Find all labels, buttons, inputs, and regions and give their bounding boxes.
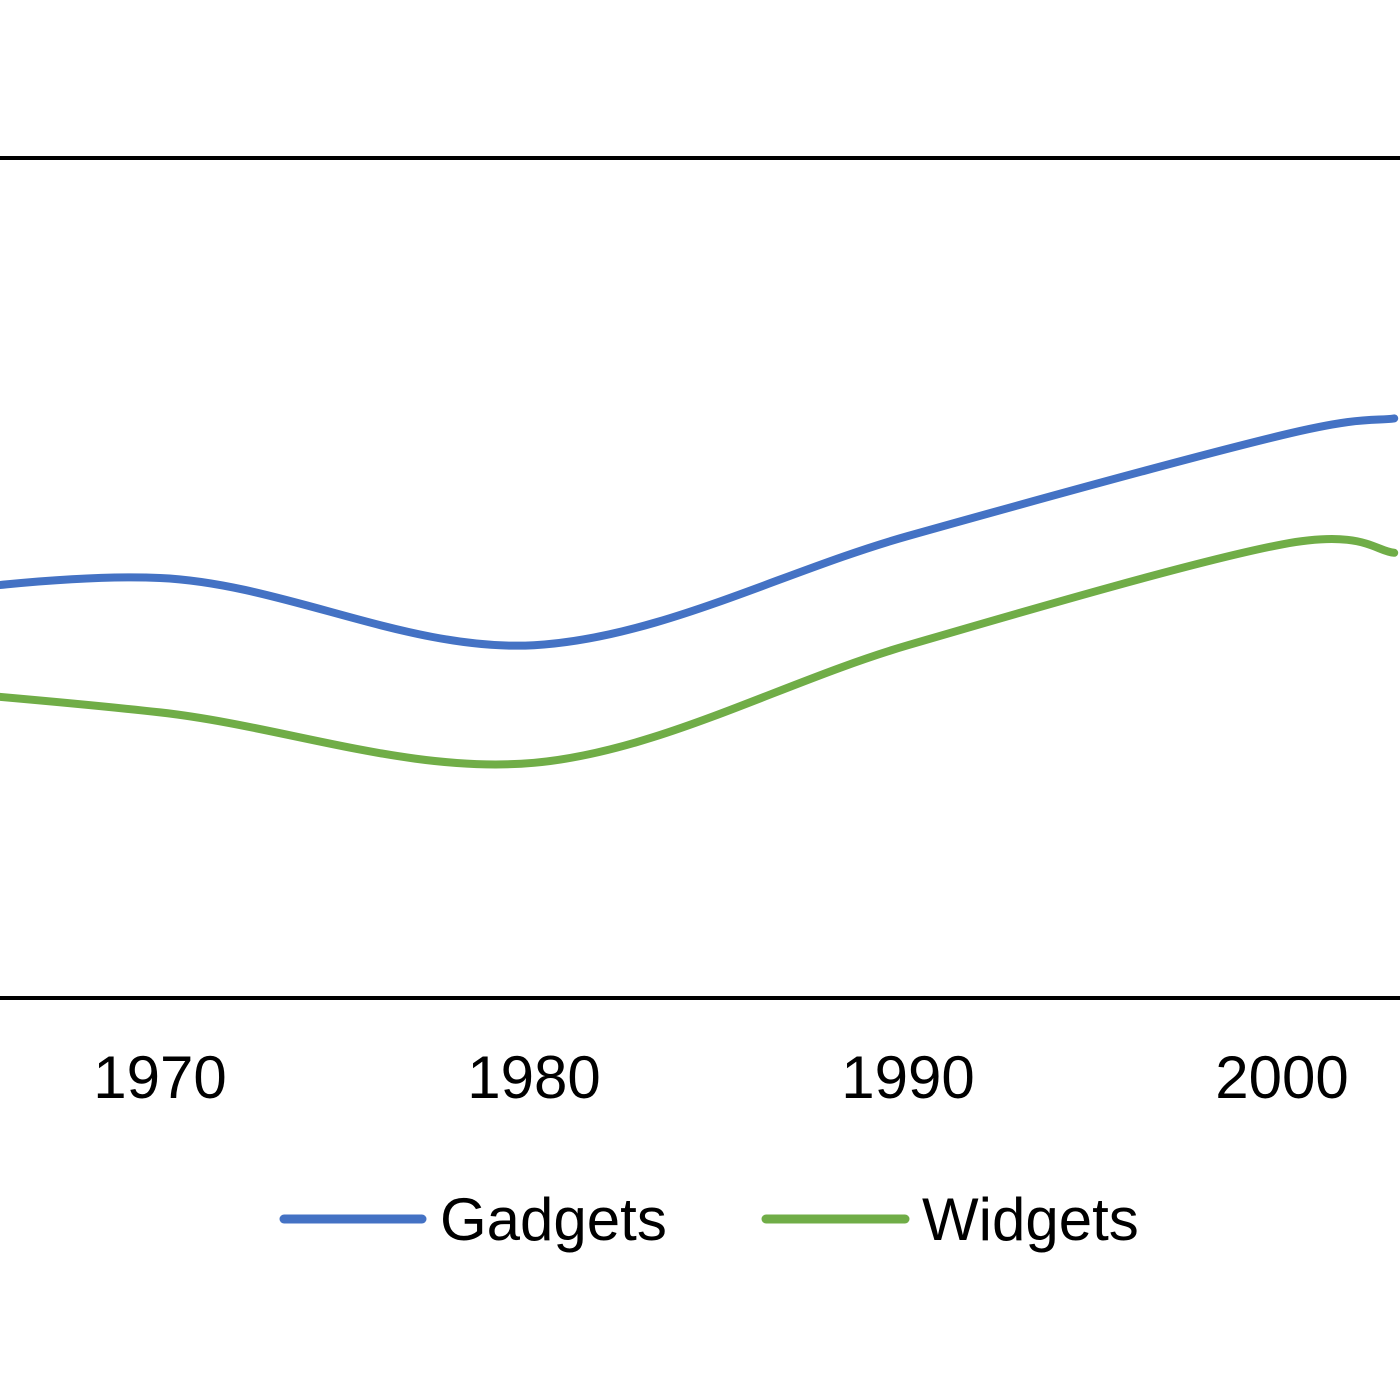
legend-label-widgets: Widgets (922, 1186, 1139, 1253)
series-line-gadgets (0, 414, 1399, 650)
legend: Gadgets Widgets (279, 1186, 1139, 1253)
x-axis-tick-labels: 1970 1980 1990 2000 (93, 1044, 1348, 1111)
series-line-widgets (0, 535, 1399, 769)
series-layer (0, 414, 1399, 769)
x-tick-label: 2000 (1215, 1044, 1348, 1111)
x-tick-label: 1990 (841, 1044, 974, 1111)
legend-label-gadgets: Gadgets (440, 1186, 667, 1253)
x-tick-label: 1980 (467, 1044, 600, 1111)
x-tick-label: 1970 (93, 1044, 226, 1111)
